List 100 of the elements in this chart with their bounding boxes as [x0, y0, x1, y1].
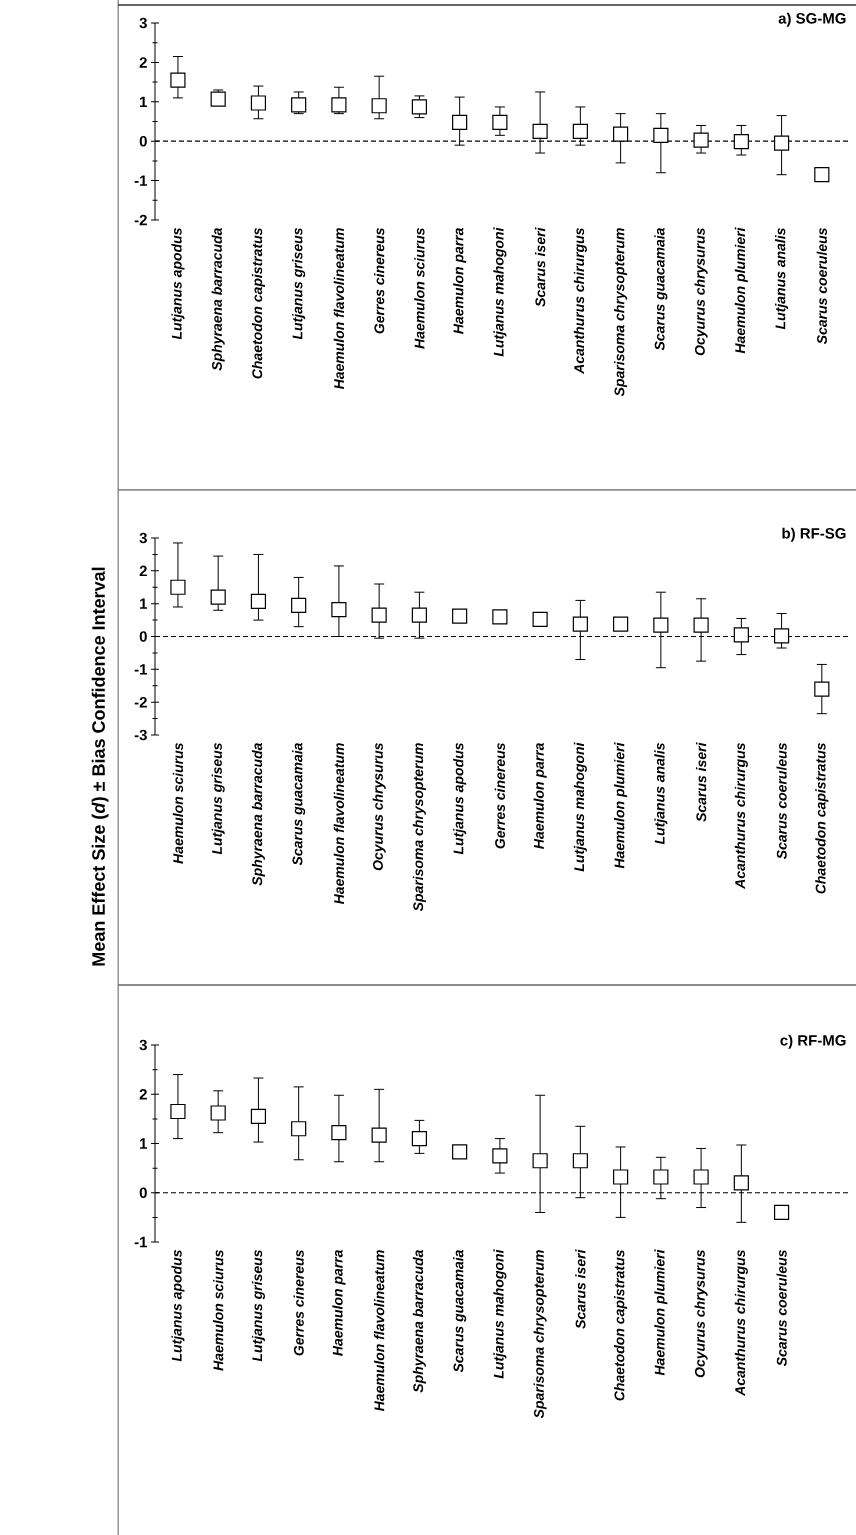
point	[814, 167, 830, 183]
y-tick-label: -1	[134, 664, 148, 675]
x-tick-label: Lutjanus mahogoni	[493, 1249, 507, 1379]
x-tick-label: Lutjanus analis	[775, 228, 789, 330]
x-tick-label: Scarus guacamaia	[654, 227, 668, 351]
x-tick-label: Haemulon flavolineatum	[333, 743, 345, 905]
x-tick-label: Ocyurus chrysurus	[694, 228, 708, 356]
x-tick-label: Haemulon plumieri	[734, 227, 748, 354]
x-tick-label: Scarus guacamaia	[292, 742, 306, 866]
point	[572, 1153, 588, 1169]
y-tick-label: 3	[139, 532, 147, 544]
x-tick-label: Ocyurus chrysurus	[372, 743, 386, 871]
x-tick-label: Lutjanus apodus	[453, 743, 467, 855]
x-tick-label: Sparisoma chrysopterum	[412, 743, 426, 912]
point	[452, 1144, 468, 1160]
y-tick-label: 3	[139, 17, 147, 29]
point	[170, 1103, 186, 1120]
x-tick-label: Lutjanus griseus	[292, 228, 306, 340]
x-tick-label: Haemulon parra	[533, 742, 547, 849]
point	[250, 1108, 267, 1125]
y-tick-label: -3	[134, 729, 147, 741]
point	[653, 127, 669, 143]
point	[773, 628, 790, 644]
y-tick-label: 0	[139, 631, 147, 642]
point	[613, 1169, 629, 1185]
x-tick-label: Chaetodon capistratus	[815, 743, 829, 894]
point	[291, 1121, 307, 1137]
x-tick-label: Sphyraena barracuda	[251, 742, 265, 886]
x-tick-label: Sphyraena barracuda	[211, 227, 225, 371]
point	[331, 1125, 347, 1141]
x-tick-label: Sphyraena barracuda	[412, 1249, 426, 1393]
y-tick-label: 0	[139, 1187, 147, 1199]
x-tick-label: Haemulon plumieri	[614, 742, 628, 869]
point	[371, 98, 387, 114]
y-tick-label: -2	[134, 696, 147, 708]
point	[492, 1148, 508, 1164]
chart-title: b) RF-SG	[782, 527, 846, 542]
point	[733, 134, 749, 150]
y-tick-label: -1	[134, 1236, 148, 1248]
y-tick-label: 3	[139, 1039, 147, 1051]
point	[170, 72, 186, 88]
point	[331, 97, 347, 113]
point	[170, 579, 186, 595]
point	[532, 123, 548, 139]
point	[411, 607, 427, 623]
point	[492, 114, 508, 130]
x-tick-label: Haemulon flavolineatum	[374, 1250, 385, 1412]
point	[693, 617, 709, 633]
y-tick-label: -1	[134, 175, 148, 186]
x-tick-label: Lutjanus mahogoni	[573, 742, 587, 872]
x-tick-label: Acanthurus chirurgus	[734, 1250, 748, 1397]
point	[371, 1127, 387, 1143]
point	[733, 1175, 749, 1191]
point	[371, 607, 387, 623]
point	[291, 597, 307, 613]
x-tick-label: Lutjanus griseus	[251, 1250, 265, 1362]
point	[773, 135, 790, 151]
point	[572, 616, 588, 632]
point	[210, 1105, 226, 1121]
y-tick-label: 1	[140, 96, 148, 107]
point	[613, 126, 629, 142]
y-axis-title: Mean Effect Size (d) ± Bias Confidence Interval	[91, 567, 109, 966]
point	[733, 627, 749, 643]
x-tick-label: Lutjanus apodus	[171, 1250, 185, 1362]
x-tick-label: Gerres cinereus	[494, 743, 506, 849]
point	[210, 589, 226, 605]
y-tick-label: 1	[140, 598, 148, 609]
point	[532, 1153, 548, 1169]
point	[411, 1130, 427, 1147]
x-tick-label: Lutjanus apodus	[171, 228, 185, 340]
point	[693, 1169, 709, 1185]
point	[250, 95, 267, 111]
x-tick-label: Scarus guacamaia	[453, 1249, 467, 1373]
point	[653, 1169, 669, 1185]
point	[210, 91, 226, 107]
point	[693, 132, 709, 148]
x-tick-label: Lutjanus analis	[654, 743, 668, 845]
point	[331, 602, 347, 618]
y-tick-label: -2	[134, 214, 147, 226]
x-tick-label: Haemulon parra	[453, 227, 467, 334]
x-tick-label: Gerres cinereus	[293, 1250, 304, 1356]
x-tick-label: Haemulon plumieri	[654, 1249, 668, 1376]
point	[291, 97, 307, 113]
x-tick-label: Haemulon flavolineatum	[333, 228, 345, 390]
x-tick-label: Scarus iseri	[695, 742, 707, 822]
point	[613, 616, 629, 632]
point	[572, 123, 588, 139]
x-tick-label: Sparisoma chrysopterum	[533, 1250, 547, 1419]
chart-title: c) RF-MG	[780, 1034, 846, 1049]
point	[452, 114, 468, 130]
x-tick-label: Chaetodon capistratus	[251, 228, 265, 379]
x-tick-label: Haemulon sciurus	[172, 743, 184, 864]
x-tick-label: Gerres cinereus	[374, 228, 385, 334]
y-tick-label: 1	[140, 1138, 148, 1149]
chart-title: a) SG-MG	[778, 12, 846, 27]
x-tick-label: Acanthurus chirurgus	[573, 228, 587, 375]
point	[250, 593, 267, 609]
x-tick-label: Chaetodon capistratus	[614, 1250, 628, 1401]
x-tick-label: Scarus coeruleus	[776, 1250, 787, 1367]
point	[411, 99, 427, 115]
